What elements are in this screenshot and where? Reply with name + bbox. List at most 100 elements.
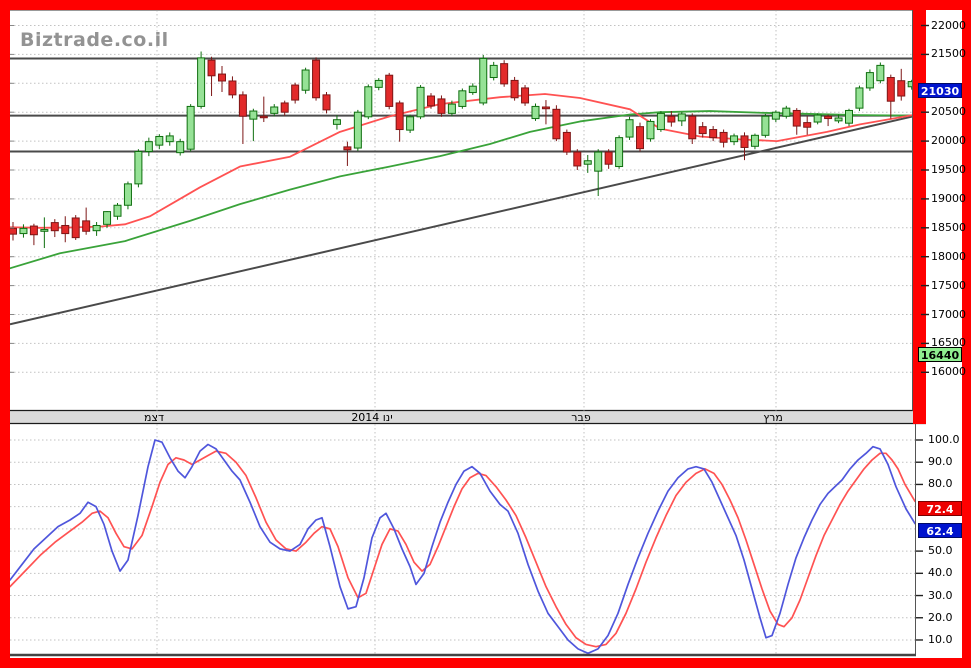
candle-body (656, 112, 665, 131)
candle-body (176, 141, 185, 154)
chart-canvas[interactable] (10, 10, 962, 658)
candle-body (437, 98, 446, 114)
candle-body (343, 146, 352, 151)
candle-body (625, 119, 634, 138)
watermark-logo: Biztrade.co.il (20, 29, 169, 51)
candle-body (479, 57, 488, 104)
axis-divider-band (913, 10, 926, 424)
candle-body (50, 222, 59, 232)
candle-body (134, 151, 143, 185)
candle-body (458, 90, 467, 107)
candle-body (750, 134, 759, 147)
candle-body (636, 126, 644, 150)
candle-body (771, 111, 780, 120)
candle-body (688, 115, 697, 140)
time-axis-strip (10, 410, 926, 424)
candle-body (416, 86, 425, 118)
candle-body (155, 135, 164, 146)
candle-body (594, 151, 603, 172)
candle-body (583, 160, 592, 165)
candle-body (312, 59, 321, 99)
stochastic-k-badge: 62.4 (918, 523, 962, 538)
candle-body (489, 64, 498, 79)
candle-body (740, 135, 749, 148)
price-tick-label: 16000 (931, 365, 966, 379)
candle-body (82, 220, 91, 232)
candle-body (709, 129, 718, 139)
oscillator-tick-label: 30.0 (928, 588, 953, 602)
month-label: פבר (571, 411, 591, 424)
candle-body (792, 109, 801, 127)
candle-body (615, 137, 624, 168)
oscillator-tick-label: 80.0 (928, 477, 953, 491)
candle-body (207, 59, 216, 77)
candle-body (29, 225, 38, 236)
candle-body (249, 110, 258, 120)
candle-body (855, 87, 864, 109)
candle-body (427, 95, 435, 107)
oscillator-tick-label: 100.0 (928, 433, 960, 446)
candle-body (521, 87, 530, 104)
candle-body (510, 79, 519, 99)
candle-body (301, 69, 310, 91)
candle-body (824, 115, 833, 120)
candle-body (541, 106, 550, 110)
ma-slow-line (10, 110, 917, 270)
candle-body (332, 119, 341, 125)
candle-body (845, 109, 853, 124)
candle-body (291, 84, 300, 101)
price-tick-label: 18000 (931, 249, 966, 263)
candle-body (897, 80, 906, 97)
candle-body (406, 116, 415, 131)
candle-body (813, 114, 822, 123)
candle-body (186, 105, 195, 150)
candle-body (259, 115, 268, 119)
candle-body (103, 211, 112, 225)
candle-body (197, 57, 206, 107)
candle-body (364, 86, 373, 118)
price-tick-label: 20500 (931, 105, 966, 119)
candle-body (730, 135, 739, 143)
month-label: מרץ (763, 411, 783, 424)
candle-body (228, 80, 237, 96)
candle-body (646, 120, 655, 140)
candle-body (834, 117, 843, 122)
candle-body (71, 217, 80, 239)
candle-body (719, 131, 728, 143)
candle-body (447, 103, 456, 114)
candle-body (677, 113, 686, 122)
price-tick-label: 18500 (931, 220, 966, 234)
candle-body (144, 141, 153, 153)
candle-body (667, 115, 676, 123)
candle-body (573, 151, 582, 167)
candle-body (531, 105, 540, 120)
candle-body (123, 183, 132, 206)
candle-body (468, 85, 477, 94)
candle-body (385, 74, 394, 107)
candle-body (803, 122, 812, 128)
price-tick-label: 16500 (931, 336, 966, 350)
candle-body (92, 224, 101, 232)
candle-body (61, 224, 70, 235)
candle-body (500, 63, 509, 85)
month-label: דצמ (143, 411, 164, 424)
oscillator-tick-label: 10.0 (928, 632, 953, 646)
candle-body (782, 107, 791, 117)
oscillator-tick-label: 90.0 (928, 455, 953, 469)
price-tick-label: 22000 (931, 18, 966, 32)
oscillator-tick-label: 50.0 (928, 544, 953, 558)
candle-body (886, 77, 895, 102)
candle-body (761, 115, 770, 136)
price-tick-label: 21500 (931, 47, 966, 61)
candle-body (218, 73, 226, 82)
stochastic-d-line (10, 450, 916, 648)
price-plot-area[interactable] (10, 10, 913, 411)
price-tick-label: 19000 (931, 191, 966, 205)
chart-area: Biztrade.co.il 22000 21500 20500 20000 19500… (10, 10, 966, 658)
price-tick-label: 17000 (931, 307, 966, 321)
oscillator-plot-area[interactable] (10, 424, 916, 655)
candle-body (374, 79, 383, 88)
candle-body (238, 94, 247, 117)
candle-body (395, 102, 404, 131)
price-tick-label: 19500 (931, 163, 966, 176)
